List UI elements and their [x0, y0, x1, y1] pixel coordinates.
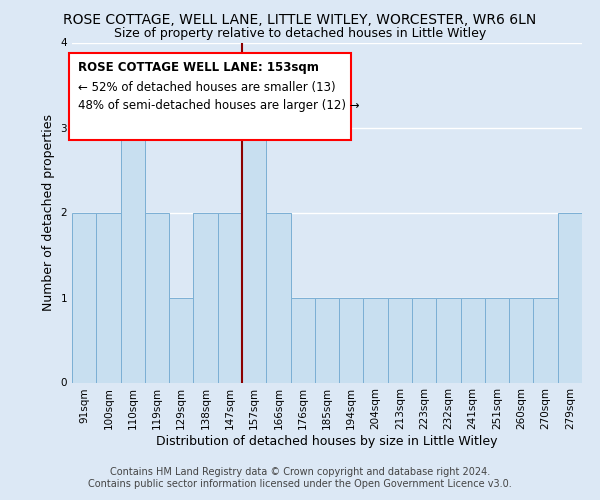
Bar	[242, 128, 266, 382]
Bar	[533, 298, 558, 382]
Bar	[96, 212, 121, 382]
Bar	[145, 212, 169, 382]
Text: 48% of semi-detached houses are larger (12) →: 48% of semi-detached houses are larger (…	[78, 100, 359, 112]
Text: Contains HM Land Registry data © Crown copyright and database right 2024.
Contai: Contains HM Land Registry data © Crown c…	[88, 468, 512, 489]
Bar	[558, 212, 582, 382]
Bar	[461, 298, 485, 382]
Text: ← 52% of detached houses are smaller (13): ← 52% of detached houses are smaller (13…	[78, 80, 335, 94]
Bar	[121, 128, 145, 382]
Bar	[485, 298, 509, 382]
Bar	[290, 298, 315, 382]
Text: Size of property relative to detached houses in Little Witley: Size of property relative to detached ho…	[114, 28, 486, 40]
Bar	[72, 212, 96, 382]
Bar	[388, 298, 412, 382]
Bar	[218, 212, 242, 382]
Bar	[339, 298, 364, 382]
Text: ROSE COTTAGE WELL LANE: 153sqm: ROSE COTTAGE WELL LANE: 153sqm	[78, 62, 319, 74]
Bar	[364, 298, 388, 382]
Bar	[266, 212, 290, 382]
Text: ROSE COTTAGE, WELL LANE, LITTLE WITLEY, WORCESTER, WR6 6LN: ROSE COTTAGE, WELL LANE, LITTLE WITLEY, …	[64, 12, 536, 26]
Bar	[412, 298, 436, 382]
Bar	[509, 298, 533, 382]
Bar	[315, 298, 339, 382]
Y-axis label: Number of detached properties: Number of detached properties	[42, 114, 55, 311]
Bar	[436, 298, 461, 382]
Bar	[169, 298, 193, 382]
Bar	[193, 212, 218, 382]
X-axis label: Distribution of detached houses by size in Little Witley: Distribution of detached houses by size …	[156, 435, 498, 448]
